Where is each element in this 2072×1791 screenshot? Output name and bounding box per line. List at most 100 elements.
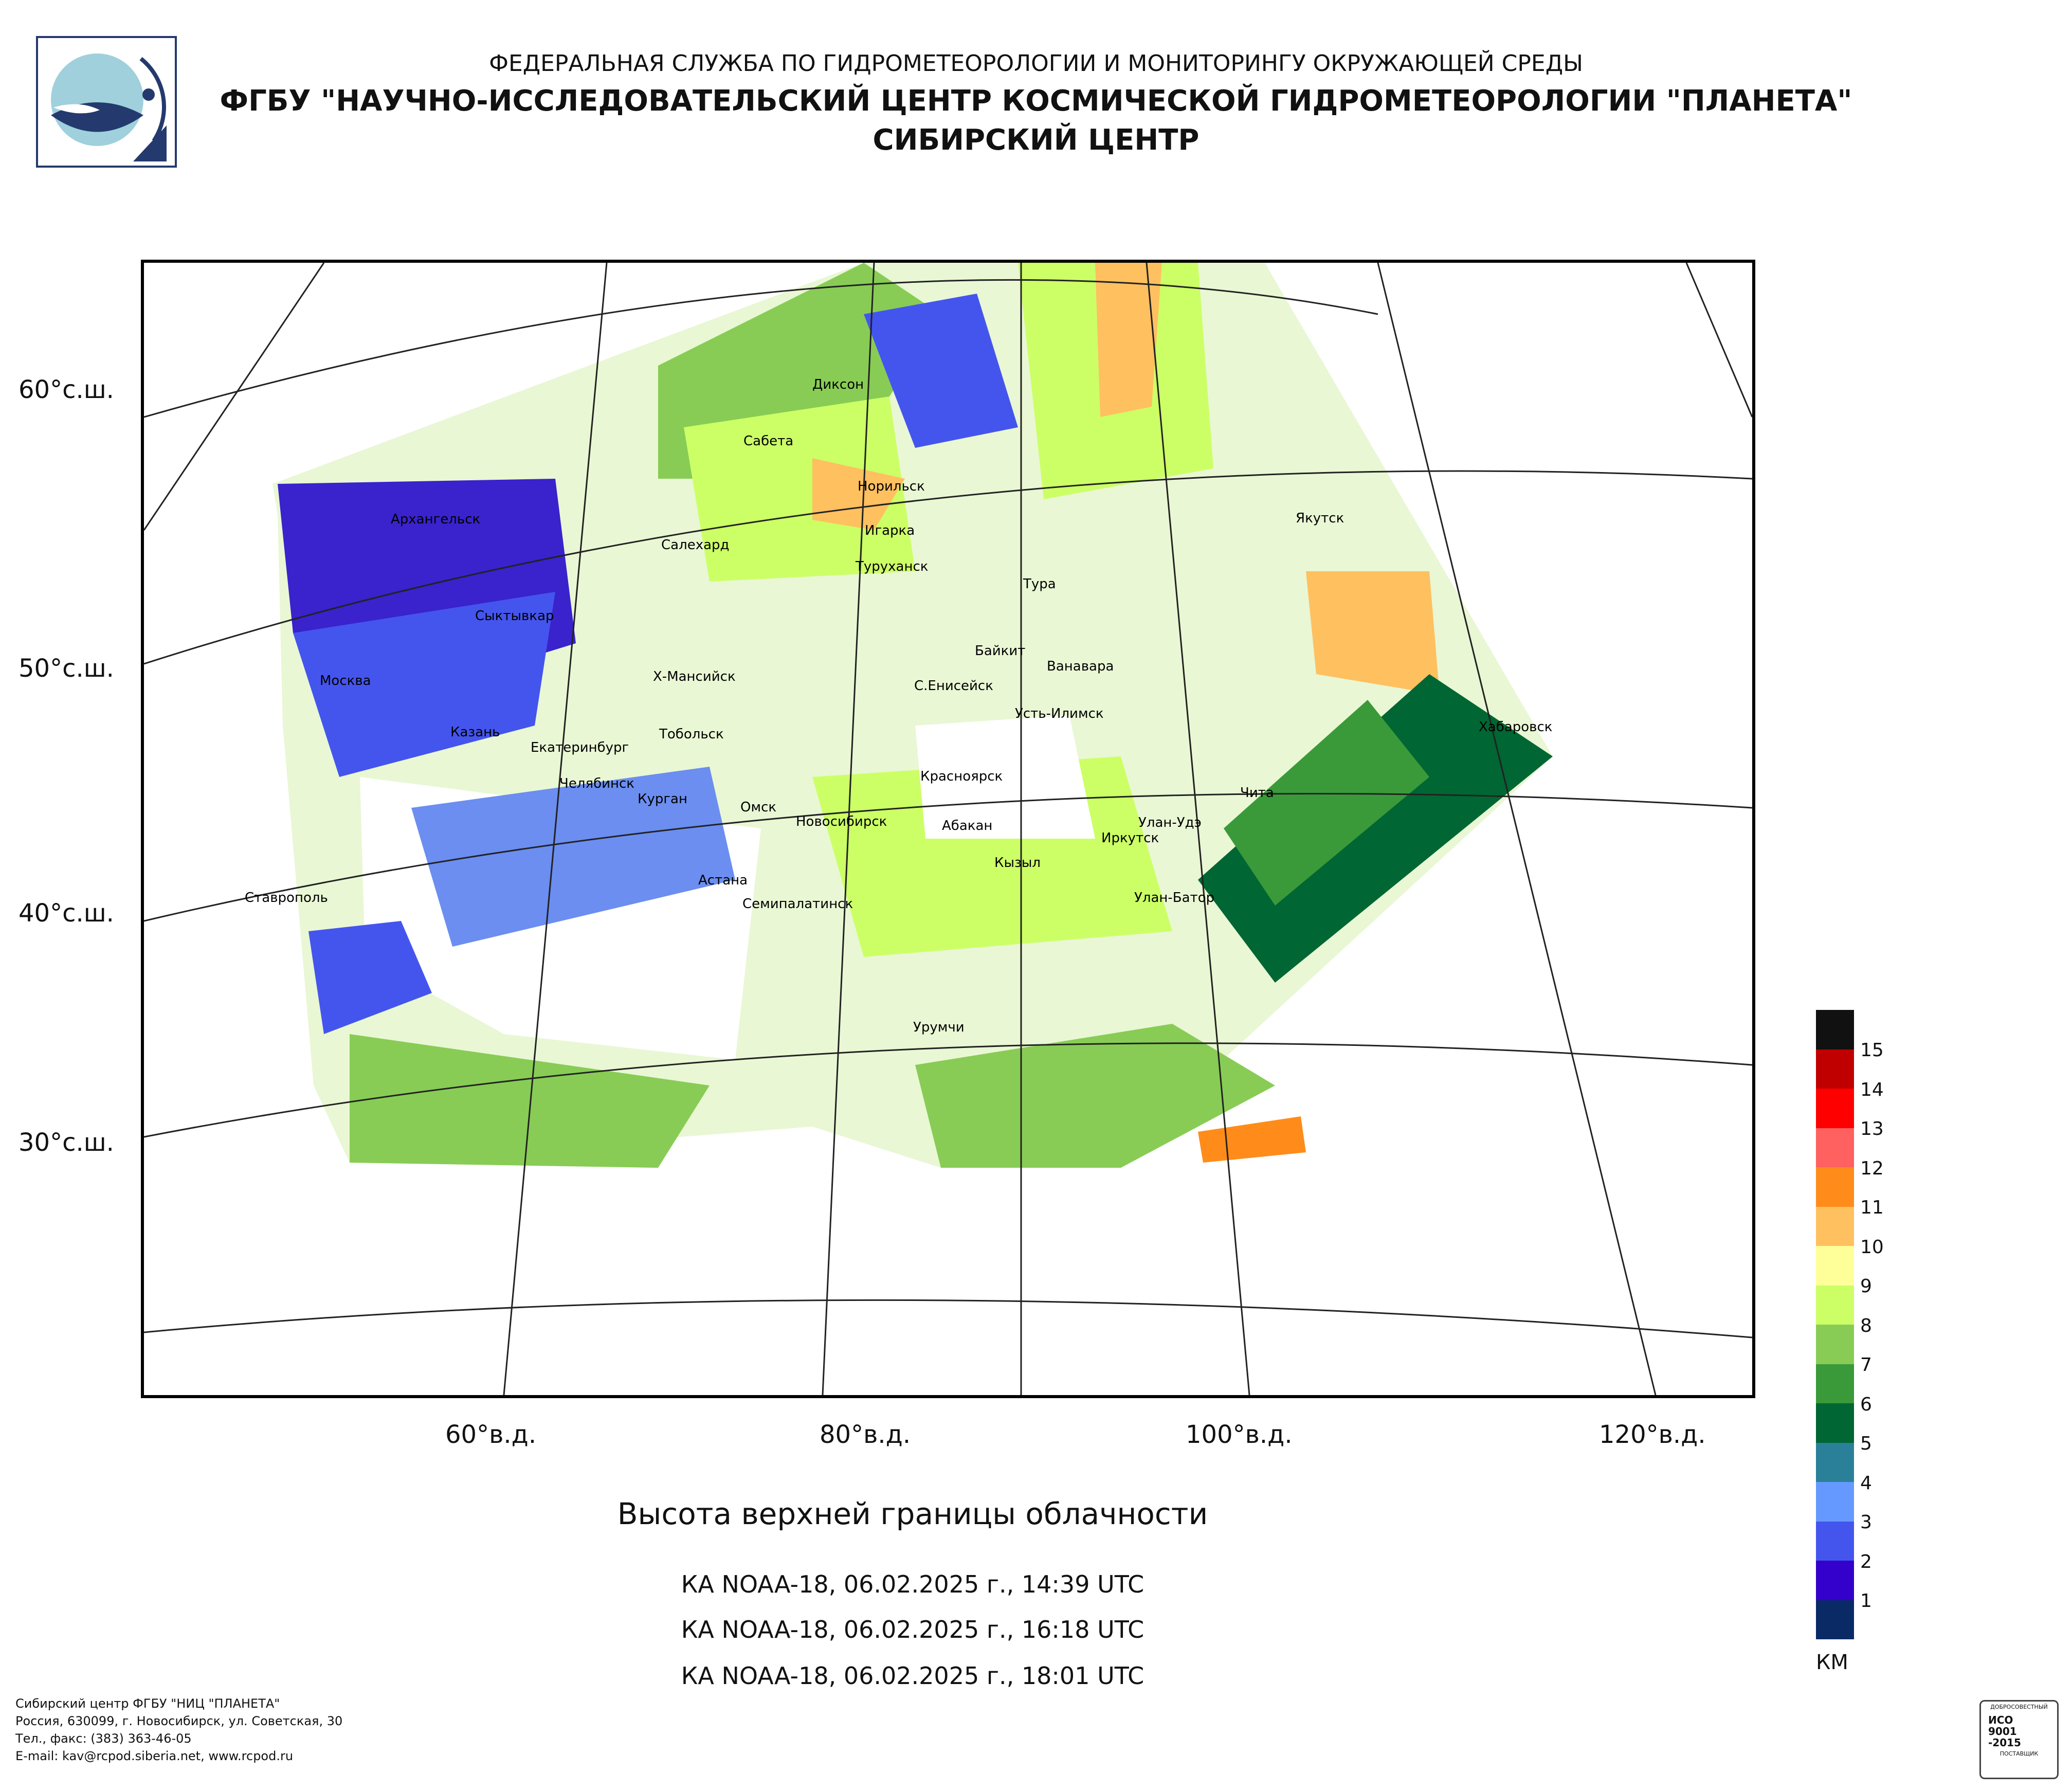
- legend-level: 13: [1860, 1118, 1884, 1139]
- graticule-line: [144, 1299, 1752, 1338]
- iso-top: ДОБРОСОВЕСТНЫЙ: [1990, 1704, 2048, 1710]
- city-label: Улан-Батор: [1134, 890, 1215, 906]
- city-label: Казань: [450, 725, 500, 740]
- cloud-area: [308, 921, 432, 1034]
- legend-unit: КМ: [1816, 1651, 1848, 1674]
- legend-swatch: [1816, 1600, 1854, 1639]
- lat-label: 40°с.ш.: [19, 899, 114, 928]
- legend-swatch: [1816, 1010, 1854, 1050]
- legend-level: 3: [1860, 1512, 1872, 1533]
- city-label: Семипалатинск: [742, 896, 853, 912]
- graticule-line: [1146, 263, 1250, 1395]
- pass-time: КА NOAA-18, 06.02.2025 г., 16:18 UTC: [681, 1616, 1144, 1643]
- legend-swatch: [1816, 1482, 1854, 1522]
- height-legend: [1816, 1010, 1854, 1639]
- city-label: Х-Мансийск: [653, 669, 736, 684]
- legend-level: 6: [1860, 1394, 1872, 1415]
- footer-phone: Тел., факс: (383) 363-46-05: [15, 1731, 192, 1746]
- city-label: Улан-Удэ: [1138, 815, 1202, 830]
- legend-swatch: [1816, 1521, 1854, 1561]
- city-label: Ставрополь: [245, 890, 328, 906]
- city-label: Салехард: [661, 537, 730, 553]
- legend-level: 7: [1860, 1354, 1872, 1376]
- cloud-area: [411, 767, 735, 947]
- city-label: Чита: [1240, 785, 1274, 801]
- city-label: Москва: [320, 673, 371, 689]
- city-label: Иркутск: [1101, 830, 1159, 846]
- footer-address: Россия, 630099, г. Новосибирск, ул. Сове…: [15, 1714, 343, 1728]
- graticule-line: [822, 263, 875, 1395]
- lat-label: 30°с.ш.: [19, 1128, 114, 1157]
- map-title: Высота верхней границы облачности: [617, 1496, 1208, 1531]
- lat-label: 60°с.ш.: [19, 375, 114, 404]
- legend-swatch: [1816, 1325, 1854, 1364]
- legend-swatch: [1816, 1442, 1854, 1482]
- cloud-area: [812, 458, 905, 530]
- graticule-line: [144, 263, 325, 531]
- legend-level: 12: [1860, 1157, 1884, 1179]
- cloud-area: [864, 294, 1018, 448]
- city-label: С.Енисейск: [914, 678, 993, 694]
- cloud-top-map: Диксон Сабета Норильск Архангельск Салех…: [141, 260, 1755, 1398]
- city-label: Ванавара: [1047, 659, 1114, 674]
- city-label: Туруханск: [856, 559, 929, 574]
- city-label: Новосибирск: [796, 814, 887, 829]
- cloud-area: [1095, 263, 1162, 417]
- legend-level: 2: [1860, 1551, 1872, 1572]
- city-label: Абакан: [942, 818, 993, 834]
- cloud-area: [293, 592, 555, 777]
- iso-line: ИСО: [1988, 1714, 2013, 1726]
- pass-time: КА NOAA-18, 06.02.2025 г., 14:39 UTC: [681, 1570, 1144, 1598]
- city-label: Кызыл: [994, 855, 1041, 871]
- cloud-area: [1198, 674, 1553, 983]
- legend-swatch: [1816, 1089, 1854, 1128]
- city-label: Астана: [698, 873, 748, 888]
- legend-swatch: [1816, 1246, 1854, 1286]
- footer-email: E-mail: kav@rcpod.siberia.net, www.rcpod…: [15, 1749, 294, 1763]
- legend-level: 4: [1860, 1472, 1872, 1494]
- legend-swatch: [1816, 1364, 1854, 1403]
- cloud-area: [1224, 700, 1429, 906]
- iso-text: ИСО 9001 -2015: [1988, 1714, 2057, 1748]
- city-label: Байкит: [975, 643, 1026, 659]
- city-label: Урумчи: [913, 1020, 965, 1035]
- city-label: Хабаровск: [1479, 719, 1553, 735]
- header-institute: ФГБУ "НАУЧНО-ИССЛЕДОВАТЕЛЬСКИЙ ЦЕНТР КОС…: [220, 84, 1852, 118]
- cloud-area: [1306, 571, 1440, 695]
- cloud-area: [684, 396, 915, 582]
- legend-level: 15: [1860, 1040, 1884, 1061]
- graticule-line: [144, 470, 1752, 665]
- graticule-line: [1685, 263, 1752, 418]
- legend-swatch: [1816, 1285, 1854, 1325]
- map-graphics: [144, 263, 1752, 1395]
- city-label: Сыктывкар: [475, 608, 554, 624]
- lon-label: 60°в.д.: [445, 1420, 537, 1449]
- cloud-area: [350, 1034, 710, 1168]
- graticule-line: [144, 1042, 1752, 1138]
- city-label: Екатеринбург: [531, 740, 629, 755]
- cloud-area: [915, 1024, 1275, 1168]
- planeta-logo: [36, 36, 177, 168]
- city-label: Челябинск: [559, 776, 635, 791]
- legend-level: 10: [1860, 1236, 1884, 1258]
- city-label: Игарка: [865, 523, 915, 538]
- legend-level: 9: [1860, 1276, 1872, 1297]
- city-label: Тура: [1023, 576, 1056, 592]
- iso-line: 9001: [1988, 1725, 2017, 1738]
- city-label: Норильск: [858, 479, 925, 494]
- legend-level: 1: [1860, 1590, 1872, 1612]
- graticule-line: [503, 263, 608, 1395]
- pass-time: КА NOAA-18, 06.02.2025 г., 18:01 UTC: [681, 1662, 1144, 1690]
- lon-label: 80°в.д.: [820, 1420, 911, 1449]
- footer-org: Сибирский центр ФГБУ "НИЦ "ПЛАНЕТА": [15, 1696, 280, 1711]
- cloud-area: [915, 715, 1095, 839]
- city-label: Архангельск: [391, 512, 481, 527]
- legend-swatch: [1816, 1561, 1854, 1600]
- graticule-line: [1377, 263, 1657, 1395]
- iso-badge: ДОБРОСОВЕСТНЫЙ ИСО 9001 -2015 ПОСТАВЩИК: [1979, 1700, 2059, 1779]
- city-label: Усть-Илимск: [1015, 706, 1104, 721]
- legend-level: 8: [1860, 1315, 1872, 1336]
- graticule-line: [144, 279, 1378, 418]
- legend-level: 14: [1860, 1079, 1884, 1100]
- cloud-area: [1198, 1116, 1306, 1163]
